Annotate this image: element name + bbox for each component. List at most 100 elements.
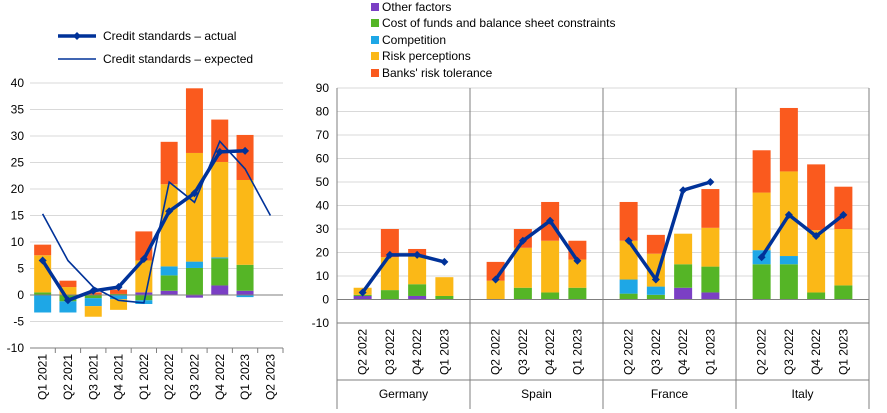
- right-x-tick-label: Q4 2022: [809, 329, 823, 375]
- right-y-tick-label: 30: [316, 222, 330, 236]
- left-actual-point: [241, 146, 250, 155]
- right-x-tick-label: Q3 2022: [516, 329, 530, 375]
- left-plot-area: -10 -5 0 5 10 15 20 25 30 35 40 Q1 2021 Q2 2021 Q3 20…: [7, 76, 284, 400]
- left-q1-2023-bar-competition: [236, 295, 254, 298]
- right-y-tick-label: 40: [316, 199, 330, 213]
- right-y-tick-label: 20: [316, 246, 330, 260]
- left-actual-point: [165, 207, 174, 216]
- right-spain-q4-2022-bar-cost-of-funds-and-balance-sheet-constraints: [541, 292, 560, 300]
- line-legend: Credit standards – actual Credit standar…: [58, 29, 253, 66]
- legend-expected-label: Credit standards – expected: [103, 52, 253, 66]
- group-label-france: France: [651, 387, 689, 401]
- right-germany-q1-2023-bar-risk-perceptions: [435, 277, 454, 296]
- right-y-tick-label: 60: [316, 152, 330, 166]
- legend-swatch-risk-tolerance: [371, 69, 379, 77]
- right-actual-point: [651, 275, 660, 284]
- left-q1-2021-bar-cost-of-funds-and-balance-sheet-constraints: [34, 292, 52, 295]
- left-q1-2021-bar-competition: [34, 295, 52, 313]
- right-plot-area: -10 0 10 20 30 40 50 60 70 80 90 Q2 2022 Q3 2022 Q4 2…: [312, 81, 870, 409]
- right-x-tick-label: Q2 2022: [622, 329, 636, 375]
- right-x-tick-label: Q1 2023: [836, 329, 850, 375]
- right-actual-point: [385, 250, 394, 259]
- left-q1-2023-bar-banks-risk-tolerance: [236, 134, 254, 180]
- left-actual-point: [89, 286, 98, 295]
- right-actual-point: [784, 210, 793, 219]
- right-actual-point: [491, 275, 500, 284]
- right-spain-q4-2022-bar-risk-perceptions: [541, 240, 560, 293]
- right-france-q2-2022-bar-banks-risk-tolerance: [619, 201, 638, 241]
- left-q4-2021-bar-competition: [110, 295, 128, 300]
- right-actual-point: [839, 210, 848, 219]
- left-q2-2021-bar-risk-perceptions: [59, 287, 77, 295]
- right-spain-q1-2023-bar-risk-perceptions: [568, 259, 587, 288]
- right-spain-q3-2022-bar-risk-perceptions: [513, 247, 532, 288]
- right-france-q3-2022-bar-cost-of-funds-and-balance-sheet-constraints: [646, 294, 665, 300]
- right-x-tick-label: Q3 2022: [383, 329, 397, 375]
- right-france-q2-2022-bar-competition: [619, 279, 638, 294]
- right-x-tick-label: Q2 2022: [356, 329, 370, 375]
- left-x-tick-label: Q2 2022: [162, 354, 176, 400]
- left-y-tick-label: 5: [17, 262, 24, 276]
- left-q4-2022-bar-competition: [211, 257, 229, 259]
- left-y-tick-label: 15: [11, 209, 25, 223]
- right-x-tick-label: Q2 2022: [489, 329, 503, 375]
- right-italy-q3-2022-bar-competition: [779, 256, 798, 265]
- left-q1-2023-bar-cost-of-funds-and-balance-sheet-constraints: [236, 264, 254, 291]
- left-q3-2022-bar-risk-perceptions: [185, 152, 203, 262]
- right-y-tick-label: 10: [316, 269, 330, 283]
- legend-cost-of-funds-label: Cost of funds and balance sheet constrai…: [382, 16, 615, 30]
- right-italy-q2-2022-bar-risk-perceptions: [752, 192, 771, 251]
- right-x-tick-label: Q3 2022: [649, 329, 663, 375]
- right-y-tick-label: 90: [316, 81, 330, 95]
- right-france-q1-2023-bar-other-factors: [701, 292, 720, 300]
- right-france-q3-2022-bar-banks-risk-tolerance: [646, 234, 665, 254]
- left-q4-2022-bar-other-factors: [211, 285, 229, 295]
- legend-actual-marker: [73, 32, 81, 40]
- left-x-tick-label: Q1 2023: [238, 354, 252, 400]
- left-x-tick-label: Q1 2022: [137, 354, 151, 400]
- right-italy-q1-2023-bar-risk-perceptions: [834, 229, 853, 286]
- right-france-q4-2022-bar-risk-perceptions: [674, 233, 693, 265]
- group-label-spain: Spain: [521, 387, 552, 401]
- right-actual-line-germany: [361, 253, 445, 294]
- right-germany-q4-2022-bar-cost-of-funds-and-balance-sheet-constraints: [408, 284, 427, 296]
- right-germany-q1-2023-bar-cost-of-funds-and-balance-sheet-constraints: [435, 295, 454, 300]
- right-y-tick-label: -10: [312, 316, 330, 330]
- left-y-tick-label: 10: [11, 235, 25, 249]
- left-x-tick-label: Q4 2022: [213, 354, 227, 400]
- right-spain-q3-2022-bar-cost-of-funds-and-balance-sheet-constraints: [513, 287, 532, 300]
- left-y-tick-label: -10: [7, 341, 25, 355]
- left-x-tick-label: Q4 2021: [112, 354, 126, 400]
- left-y-tick-label: 35: [11, 103, 25, 117]
- left-x-tick-label: Q3 2022: [187, 354, 201, 400]
- right-germany-q4-2022-bar-other-factors: [408, 295, 427, 300]
- legend-swatch-risk-perceptions: [371, 52, 379, 60]
- left-q2-2022-bar-competition: [160, 266, 178, 276]
- left-q3-2022-bar-competition: [185, 261, 203, 268]
- left-q3-2021-bar-cost-of-funds-and-balance-sheet-constraints: [84, 295, 102, 299]
- left-q1-2022-bar-cost-of-funds-and-balance-sheet-constraints: [135, 295, 153, 301]
- legend-other-factors-label: Other factors: [382, 0, 451, 14]
- right-actual-point: [624, 236, 633, 245]
- right-actual-point: [679, 186, 688, 195]
- right-france-q2-2022-bar-cost-of-funds-and-balance-sheet-constraints: [619, 293, 638, 300]
- left-actual-point: [139, 254, 148, 263]
- left-y-tick-label: 20: [11, 182, 25, 196]
- right-france-q1-2023-bar-cost-of-funds-and-balance-sheet-constraints: [701, 266, 720, 293]
- left-x-tick-label: Q1 2021: [36, 354, 50, 400]
- right-germany-q3-2022-bar-banks-risk-tolerance: [380, 229, 399, 258]
- right-actual-line-france: [627, 180, 711, 282]
- left-q2-2022-bar-cost-of-funds-and-balance-sheet-constraints: [160, 275, 178, 291]
- right-actual-point: [358, 288, 367, 297]
- left-q4-2021-bar-risk-perceptions: [110, 299, 128, 310]
- right-italy-q4-2022-bar-risk-perceptions: [807, 230, 826, 293]
- right-actual-point: [757, 253, 766, 262]
- legend-swatch-cost-of-funds: [371, 19, 379, 27]
- right-x-tick-label: Q2 2022: [755, 329, 769, 375]
- left-y-tick-label: 30: [11, 129, 25, 143]
- left-q3-2021-bar-competition: [84, 298, 102, 307]
- left-y-tick-label: 40: [11, 76, 25, 90]
- left-q1-2022-bar-other-factors: [135, 292, 153, 295]
- right-x-tick-label: Q4 2022: [676, 329, 690, 375]
- right-germany-q3-2022-bar-risk-perceptions: [380, 257, 399, 291]
